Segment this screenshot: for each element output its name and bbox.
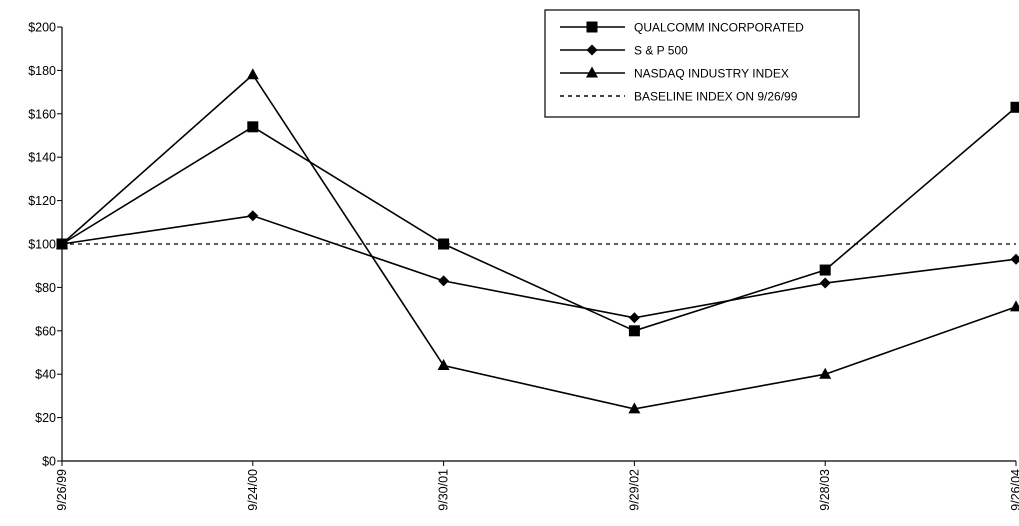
data-point bbox=[247, 210, 259, 222]
data-point bbox=[1010, 253, 1019, 265]
y-tick-label: $160 bbox=[28, 107, 56, 121]
data-point bbox=[819, 277, 831, 289]
legend-item: NASDAQ INDUSTRY INDEX bbox=[560, 66, 789, 81]
series-line bbox=[61, 106, 1017, 332]
x-tick-label: 9/28/03 bbox=[818, 469, 832, 511]
data-point bbox=[628, 402, 641, 414]
x-tick-label: 9/24/00 bbox=[246, 469, 260, 511]
legend-item: BASELINE INDEX ON 9/26/99 bbox=[560, 90, 798, 104]
data-point bbox=[438, 238, 450, 250]
x-tick-label: 9/26/99 bbox=[55, 469, 69, 511]
legend: QUALCOMM INCORPORATED S & P 500 NASDAQ IND… bbox=[544, 9, 860, 118]
legend-marker bbox=[586, 21, 598, 33]
y-tick-label: $120 bbox=[28, 194, 56, 208]
x-tick-label: 9/30/01 bbox=[437, 469, 451, 511]
y-tick-label: $100 bbox=[28, 238, 56, 252]
data-point bbox=[246, 68, 259, 80]
legend-label: NASDAQ INDUSTRY INDEX bbox=[634, 67, 789, 81]
data-point bbox=[438, 275, 450, 287]
y-tick-label: $20 bbox=[35, 411, 56, 425]
legend-item: S & P 500 bbox=[560, 44, 688, 58]
legend-marker bbox=[586, 66, 598, 78]
data-point bbox=[1010, 300, 1019, 312]
series-line bbox=[61, 73, 1017, 410]
y-tick-label: $0 bbox=[42, 455, 56, 469]
data-point bbox=[628, 325, 640, 337]
data-point bbox=[56, 237, 68, 249]
legend-label: QUALCOMM INCORPORATED bbox=[634, 21, 804, 35]
legend-item: QUALCOMM INCORPORATED bbox=[560, 21, 804, 35]
x-tick-label: 9/29/02 bbox=[627, 469, 641, 511]
series-3 bbox=[56, 68, 1019, 414]
legend-label: BASELINE INDEX ON 9/26/99 bbox=[634, 90, 798, 104]
series-lines bbox=[56, 68, 1019, 414]
series-1 bbox=[56, 101, 1019, 337]
series-line bbox=[61, 214, 1017, 319]
data-point bbox=[437, 359, 450, 371]
y-tick-label: $80 bbox=[35, 281, 56, 295]
axes: $0 $20 $40 $60 $80 $100 $120 $140 $160 $180 $200 9/… bbox=[28, 21, 1019, 511]
data-point bbox=[1010, 101, 1019, 113]
legend-marker bbox=[586, 44, 598, 56]
data-point bbox=[247, 121, 259, 133]
y-tick-label: $60 bbox=[35, 324, 56, 338]
legend-label: S & P 500 bbox=[634, 44, 688, 58]
x-tick-label: 9/26/04 bbox=[1009, 469, 1019, 511]
data-point bbox=[819, 367, 832, 379]
y-tick-label: $40 bbox=[35, 368, 56, 382]
data-point bbox=[819, 264, 831, 276]
y-tick-label: $140 bbox=[28, 151, 56, 165]
y-tick-label: $180 bbox=[28, 64, 56, 78]
y-tick-label: $200 bbox=[28, 21, 56, 35]
data-point bbox=[628, 312, 640, 324]
